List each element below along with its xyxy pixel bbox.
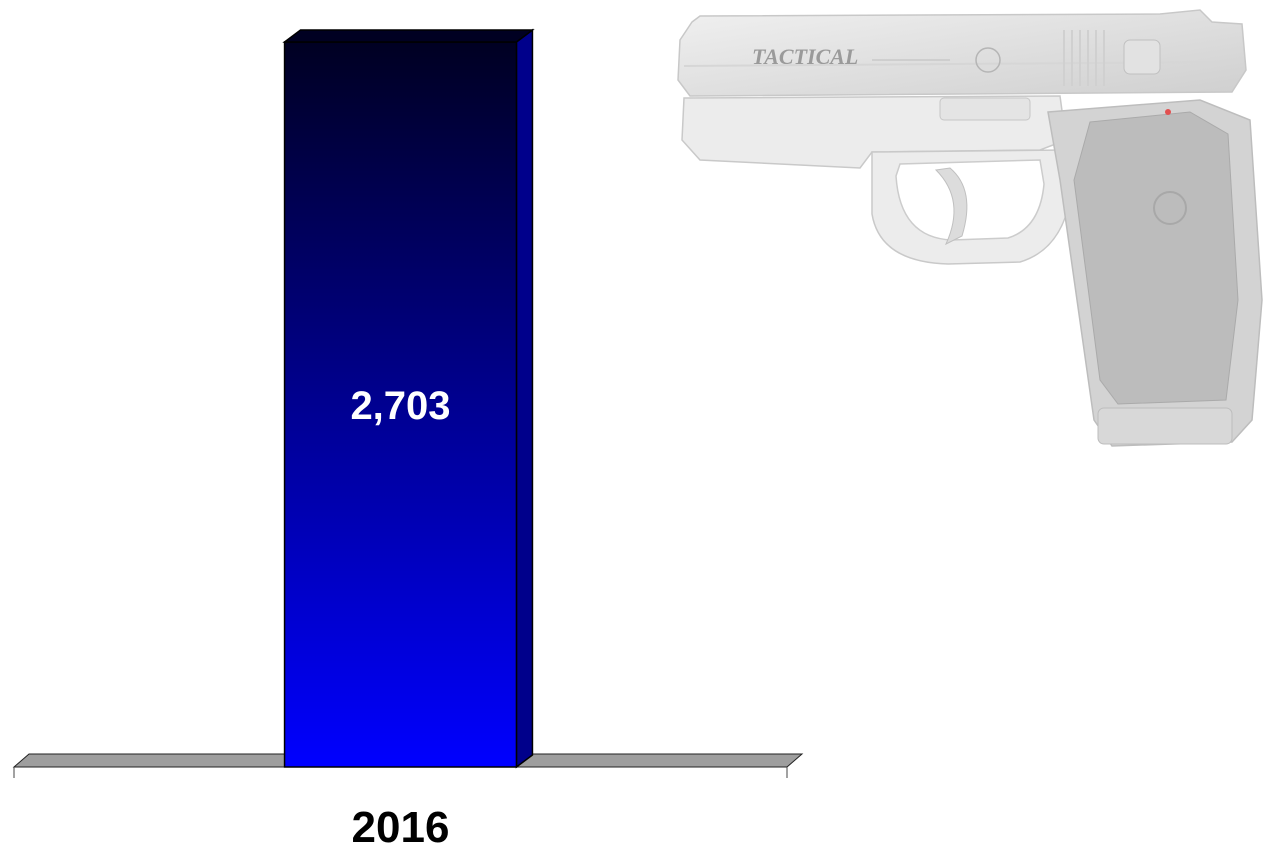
bar-2016 [283, 41, 518, 768]
category-label-2016: 2016 [352, 803, 450, 843]
bar-side-2016 [515, 28, 534, 769]
data-label-2016: 2,703 [350, 384, 450, 428]
engraving-text: TACTICAL [752, 44, 858, 69]
pistol-illustration: TACTICAL [677, 9, 1263, 447]
bars-group: 2,703 2016 [282, 28, 535, 843]
bar-top-2016 [282, 29, 535, 43]
